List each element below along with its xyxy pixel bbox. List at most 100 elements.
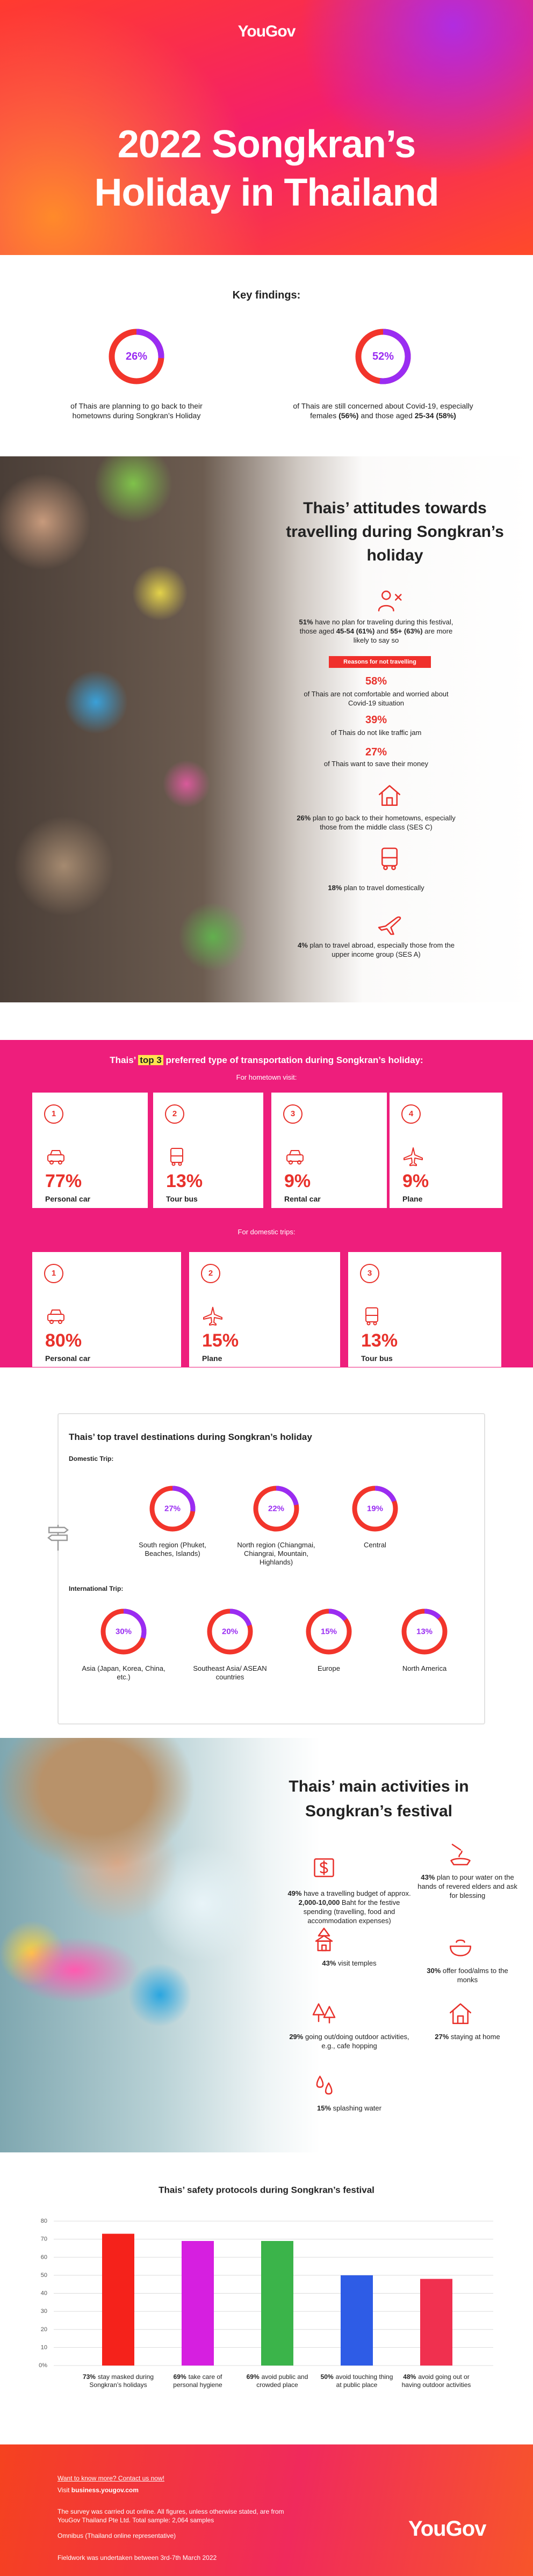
- donut: 30%: [100, 1609, 147, 1655]
- donut-label: 26%: [126, 351, 147, 362]
- text-bold: (56%): [338, 411, 359, 420]
- icon: [47, 1309, 64, 1324]
- category-label: avoid public and crowded place: [256, 2373, 308, 2389]
- icon-part: [378, 916, 401, 935]
- share-value: 13%: [166, 1171, 203, 1191]
- destinations-box: [57, 1413, 485, 1724]
- text: Visit: [57, 2486, 71, 2494]
- activity-text: 43% plan to pour water on the hands of r…: [416, 1873, 518, 1900]
- icon-part: [58, 1160, 62, 1165]
- icon-temple: [315, 1927, 333, 1952]
- x-tick-label: 48% avoid going out or having outdoor act…: [399, 2373, 474, 2389]
- donut-label: 52%: [372, 351, 394, 362]
- text: offer food/alms to the monks: [441, 1967, 508, 1984]
- text-bold: 29%: [289, 2033, 304, 2041]
- rank: 4: [401, 1104, 421, 1124]
- donut-label: 30%: [116, 1627, 132, 1636]
- website-link[interactable]: business.yougov.com: [71, 2486, 139, 2494]
- share-value: 15%: [202, 1330, 239, 1351]
- icon-house: [450, 2003, 471, 2024]
- y-tick-label: 30: [41, 2308, 47, 2315]
- donut-arc: [207, 1609, 253, 1655]
- text-bold: 25-34 (58%): [414, 411, 456, 420]
- donut-label: 15%: [321, 1627, 337, 1636]
- icon-part: [297, 1160, 301, 1165]
- omnibus-note: Omnibus (Thailand online representative): [57, 2532, 176, 2539]
- icon: [203, 1307, 222, 1326]
- icon-part: [452, 2010, 469, 2024]
- transport-card: 2 13% Tour bus: [153, 1093, 263, 1208]
- icon-plane: [378, 916, 401, 935]
- activity-text: 29% going out/doing outdoor activities, …: [285, 2032, 414, 2050]
- donut: 19%: [352, 1486, 398, 1532]
- plan-text: 26% plan to go back to their hometowns, …: [293, 813, 459, 832]
- contact-link[interactable]: Want to know more? Contact us now!: [57, 2475, 164, 2482]
- rank: 3: [360, 1264, 379, 1283]
- text: of Thais are still concerned about Covid…: [293, 402, 473, 420]
- share-value: 80%: [45, 1330, 82, 1351]
- icon-part: [458, 1850, 463, 1858]
- share-value: 9%: [284, 1171, 311, 1191]
- finding-text: of Thais are planning to go back to thei…: [51, 401, 222, 420]
- text-bold: 27%: [435, 2033, 449, 2041]
- transport-card: 1 80% Personal car: [32, 1252, 181, 1367]
- section-title: Thais’ top 3 preferred type of transport…: [0, 1055, 533, 1066]
- icon-part: [386, 797, 393, 806]
- activity-text: 30% offer food/alms to the monks: [416, 1966, 518, 1984]
- title: 2022 Songkran’s: [117, 123, 416, 166]
- activity-text: 43% visit temples: [285, 1959, 414, 1968]
- y-tick-label: 10: [41, 2344, 47, 2351]
- y-tick-label: 20: [41, 2326, 47, 2333]
- y-tick-label: 70: [41, 2236, 47, 2243]
- donut: 27%: [149, 1486, 196, 1532]
- share-value: 77%: [45, 1171, 82, 1191]
- value-label: 69%: [173, 2373, 186, 2381]
- attitudes-section: [0, 456, 533, 1002]
- icon-part: [316, 2076, 324, 2088]
- transport-section: Thais’ top 3 preferred type of transport…: [0, 1040, 533, 1367]
- attitude-text: 51% have no plan for traveling during th…: [293, 617, 459, 645]
- destination-label: Europe: [318, 1664, 340, 1672]
- icon-part: [366, 1321, 371, 1326]
- rank: 2: [201, 1264, 220, 1283]
- icon-part: [325, 2082, 333, 2095]
- icon-part: [404, 1147, 423, 1166]
- icon: [365, 1307, 378, 1326]
- y-tick-label: 0%: [39, 2362, 47, 2369]
- category-label: avoid going out or having outdoor activi…: [401, 2373, 471, 2389]
- text-bold: 18%: [328, 884, 342, 892]
- mode-label: Rental car: [284, 1195, 321, 1203]
- category-label: stay masked during Songkran’s holidays: [89, 2373, 154, 2389]
- text: and those aged: [358, 411, 415, 420]
- icon-part: [451, 1844, 462, 1851]
- icon-part: [379, 785, 400, 795]
- icon-part: [289, 1160, 293, 1165]
- icon-part: [178, 1162, 182, 1166]
- donut: 20%: [207, 1609, 253, 1655]
- bar: [420, 2279, 452, 2366]
- icon-part: [395, 594, 402, 601]
- text: staying at home: [449, 2033, 500, 2041]
- donut-arc: [306, 1609, 352, 1655]
- visit-text: Visit business.yougov.com: [57, 2486, 294, 2494]
- title: Holiday in Thailand: [94, 171, 439, 214]
- donut: 15%: [306, 1609, 352, 1655]
- icon-person: [378, 591, 402, 612]
- icon: [404, 1147, 423, 1166]
- icon-signpost: [47, 1525, 69, 1551]
- icon-part: [203, 1307, 222, 1326]
- text-bold: 30%: [427, 1967, 441, 1975]
- x-tick-label: 73% stay masked during Songkran’s holiday…: [81, 2373, 156, 2389]
- destination-label: Asia (Japan, Korea, China, etc.): [82, 1664, 165, 1681]
- value-label: 73%: [82, 2373, 96, 2381]
- donut-arc: [401, 1609, 448, 1655]
- group-label: International Trip:: [69, 1585, 124, 1592]
- footer: Want to know more? Contact us now! Visit…: [0, 2444, 533, 2576]
- transport-card: 3 13% Tour bus: [348, 1252, 501, 1367]
- text: plan to travel domestically: [342, 884, 424, 892]
- mode-label: Tour bus: [361, 1354, 393, 1363]
- section-title: Key findings:: [232, 289, 301, 301]
- share-value: 9%: [402, 1171, 429, 1191]
- donut-arc: [253, 1486, 299, 1532]
- donut-label: 22%: [268, 1504, 284, 1513]
